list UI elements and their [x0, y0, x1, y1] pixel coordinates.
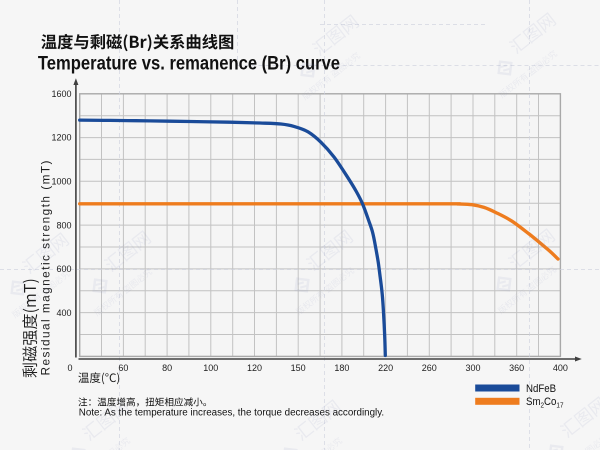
- svg-text:120: 120: [247, 363, 262, 373]
- svg-text:Sm2Co17: Sm2Co17: [526, 397, 564, 410]
- svg-text:1000: 1000: [51, 177, 71, 187]
- svg-text:100: 100: [203, 363, 218, 373]
- svg-text:80: 80: [162, 363, 172, 373]
- svg-text:60: 60: [118, 363, 128, 373]
- svg-text:400: 400: [56, 308, 71, 318]
- svg-text:150: 150: [291, 363, 306, 373]
- svg-text:400: 400: [553, 363, 568, 373]
- svg-text:300: 300: [465, 363, 480, 373]
- svg-text:180: 180: [334, 363, 349, 373]
- svg-text:600: 600: [56, 264, 71, 274]
- svg-text:220: 220: [378, 363, 393, 373]
- svg-text:260: 260: [422, 363, 437, 373]
- svg-text:360: 360: [509, 363, 524, 373]
- svg-text:Temperature vs. remanence (Br): Temperature vs. remanence (Br) curve: [38, 52, 340, 73]
- svg-text:NdFeB: NdFeB: [526, 383, 556, 395]
- svg-text:0: 0: [67, 363, 72, 373]
- svg-text:800: 800: [56, 220, 71, 230]
- svg-text:1600: 1600: [51, 89, 71, 99]
- svg-text:Residual magnetic strength (mT: Residual magnetic strength (mT): [38, 160, 52, 375]
- svg-text:Note: As the temperature incre: Note: As the temperature increases, the …: [79, 407, 384, 418]
- svg-text:1200: 1200: [51, 133, 71, 143]
